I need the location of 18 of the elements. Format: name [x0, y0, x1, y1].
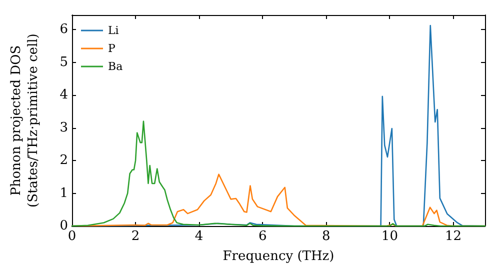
legend-label: Li [108, 24, 120, 37]
x-tick-label: 8 [322, 229, 330, 244]
x-tick-label: 10 [381, 229, 398, 244]
y-tick-label: 1 [60, 186, 68, 201]
y-tick-label: 6 [60, 22, 68, 38]
legend-label: Ba [108, 60, 124, 73]
x-axis-title: Frequency (THz) [222, 249, 334, 264]
x-tick-label: 2 [131, 229, 140, 244]
x-tick-label: 12 [444, 229, 462, 244]
x-tick-label: 6 [258, 229, 267, 244]
y-tick-label: 0 [60, 218, 68, 234]
y-axis-title: Phonon projected DOS (States/THz·primitive cell) [9, 33, 41, 208]
y-tick-label: 2 [60, 153, 68, 168]
y-tick-label: 3 [60, 120, 68, 136]
y-tick-label: 5 [60, 54, 68, 70]
legend-label: P [108, 42, 116, 55]
x-tick-label: 4 [194, 229, 204, 244]
y-tick-label: 4 [60, 88, 68, 103]
